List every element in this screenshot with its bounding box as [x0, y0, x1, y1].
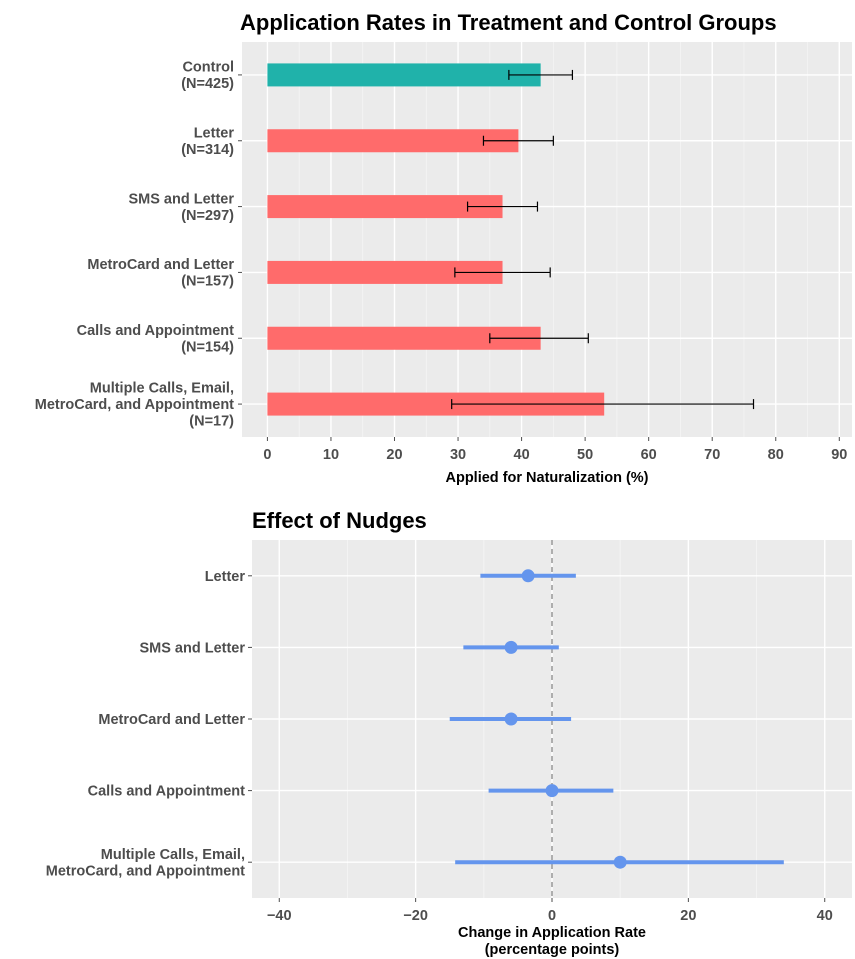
y-tick-label: SMS and Letter	[128, 191, 234, 207]
point-estimate	[545, 784, 559, 798]
error-bar	[466, 201, 539, 212]
effects-point-ranges	[449, 569, 784, 869]
x-tick-label: 0	[263, 447, 271, 463]
error-bar	[508, 69, 574, 80]
rates-bars	[267, 63, 755, 416]
y-tick-label: Control	[182, 60, 234, 76]
x-tick-label: 40	[817, 908, 833, 924]
y-tick-label: Letter	[194, 126, 235, 142]
y-tick-label: (N=157)	[181, 274, 234, 290]
error-bar	[454, 267, 551, 278]
effects-x-ticks: −40 −20 0 20 40	[267, 898, 833, 924]
x-tick-label: −20	[403, 908, 428, 924]
y-tick-label: (N=425)	[181, 76, 234, 92]
bar	[267, 129, 519, 153]
bar	[267, 392, 605, 416]
x-tick-label: 90	[831, 447, 847, 463]
bar	[267, 63, 541, 87]
x-tick-label: 40	[514, 447, 530, 463]
rates-x-axis-title: Applied for Naturalization (%)	[446, 470, 649, 486]
x-tick-label: 70	[704, 447, 720, 463]
bar	[267, 326, 541, 350]
y-tick-label: (N=314)	[181, 142, 234, 158]
rates-panel	[242, 42, 852, 437]
effects-y-labels: Letter SMS and Letter MetroCard and Letter…	[46, 569, 252, 879]
x-axis-title-line: Change in Application Rate	[458, 925, 646, 941]
x-tick-label: 30	[450, 447, 466, 463]
error-bar	[482, 135, 554, 146]
x-tick-label: −40	[267, 908, 292, 924]
bar	[267, 260, 503, 284]
point-estimate	[504, 712, 518, 726]
y-tick-label: SMS and Letter	[139, 640, 245, 656]
y-tick-label: Multiple Calls, Email,	[90, 381, 234, 397]
y-tick-label: (N=154)	[181, 340, 234, 356]
y-tick-label: MetroCard and Letter	[87, 257, 234, 273]
rates-chart: Application Rates in Treatment and Contr…	[35, 10, 852, 486]
x-tick-label: 0	[548, 908, 556, 924]
x-tick-label: 60	[641, 447, 657, 463]
y-tick-label: Letter	[205, 569, 246, 585]
effects-chart-title: Effect of Nudges	[252, 508, 427, 533]
effects-chart: Effect of Nudges Letter SMS and Letter Met…	[46, 508, 852, 958]
rates-chart-title: Application Rates in Treatment and Contr…	[240, 10, 777, 35]
x-tick-label: 20	[386, 447, 402, 463]
y-tick-label: MetroCard and Letter	[98, 712, 245, 728]
rates-x-ticks: 0 10 20 30 40 50 60 70 80 90	[263, 437, 847, 463]
rates-y-labels: Control(N=425) Letter(N=314) SMS and Lette…	[35, 60, 242, 430]
x-tick-label: 10	[323, 447, 339, 463]
x-tick-label: 50	[577, 447, 593, 463]
bar	[267, 195, 503, 219]
x-tick-label: 20	[680, 908, 696, 924]
y-tick-label: Calls and Appointment	[77, 323, 235, 339]
y-tick-label: Multiple Calls, Email,	[101, 847, 245, 863]
x-axis-title-line: (percentage points)	[485, 942, 620, 958]
y-tick-label: Calls and Appointment	[88, 784, 246, 800]
y-tick-label: (N=17)	[189, 414, 234, 430]
point-estimate	[613, 855, 627, 869]
effects-x-axis-title: Change in Application Rate(percentage po…	[458, 925, 646, 958]
y-tick-label: MetroCard, and Appointment	[46, 863, 245, 879]
point-estimate	[504, 640, 518, 654]
y-tick-label: (N=297)	[181, 208, 234, 224]
error-bar	[451, 399, 755, 410]
error-bar	[489, 333, 589, 344]
y-tick-label: MetroCard, and Appointment	[35, 397, 234, 413]
point-estimate	[521, 569, 535, 583]
x-tick-label: 80	[768, 447, 784, 463]
